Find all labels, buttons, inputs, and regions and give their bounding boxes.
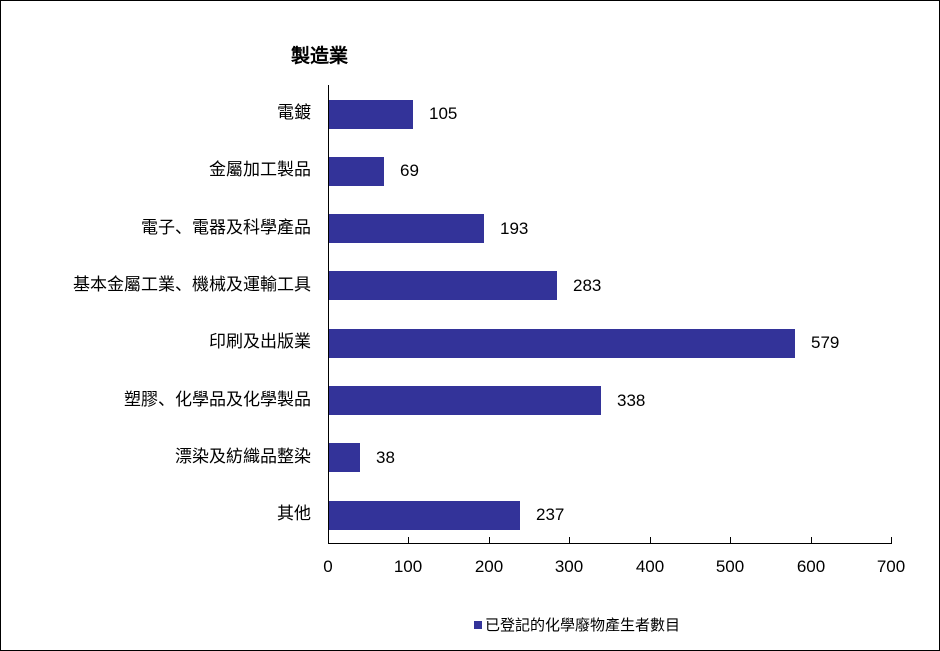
- bar: [329, 156, 384, 186]
- x-tick-label: 600: [796, 557, 826, 576]
- x-axis-line: [328, 543, 891, 544]
- x-tick-label: 300: [554, 557, 584, 576]
- bar-value-label: 193: [500, 218, 529, 238]
- legend: 已登記的化學廢物產生者數目: [474, 614, 680, 635]
- bar-value-label: 69: [400, 161, 419, 181]
- bar: [329, 443, 360, 473]
- category-label: 基本金屬工業、機械及運輸工具: [73, 274, 311, 295]
- category-label: 其他: [277, 504, 311, 525]
- bar: [329, 271, 557, 301]
- chart-title: 製造業: [291, 45, 349, 67]
- bar: [329, 500, 520, 530]
- x-tick-label: 500: [715, 557, 745, 576]
- legend-label: 已登記的化學廢物產生者數目: [485, 616, 681, 634]
- category-label: 金屬加工製品: [209, 160, 311, 181]
- bar: [329, 99, 413, 129]
- x-tick-label: 0: [323, 557, 333, 576]
- x-tick-label: 400: [635, 557, 665, 576]
- x-tick: [891, 537, 892, 544]
- y-axis-line: [328, 85, 329, 544]
- x-tick: [328, 537, 329, 544]
- x-tick: [730, 537, 731, 544]
- bar-value-label: 283: [573, 275, 602, 295]
- x-tick-label: 700: [876, 557, 906, 576]
- bar-value-label: 338: [617, 390, 646, 410]
- bar-value-label: 105: [429, 104, 458, 123]
- bar-value-label: 38: [376, 447, 395, 467]
- category-label: 電鍍: [277, 103, 311, 123]
- bar-value-label: 237: [536, 505, 565, 525]
- x-tick: [408, 537, 409, 544]
- bar: [329, 214, 484, 244]
- category-label: 漂染及紡織品整染: [175, 446, 311, 467]
- x-tick: [811, 537, 812, 544]
- legend-swatch-icon: [474, 620, 482, 629]
- x-tick: [569, 537, 570, 544]
- bar: [329, 386, 601, 415]
- bar: [329, 328, 795, 358]
- category-label: 印刷及出版業: [209, 332, 311, 353]
- x-tick-label: 100: [393, 557, 423, 576]
- category-label: 電子、電器及科學產品: [141, 217, 311, 238]
- bar-value-label: 579: [811, 333, 840, 353]
- x-tick: [489, 537, 490, 544]
- x-tick-label: 200: [474, 557, 504, 576]
- category-label: 塑膠、化學品及化學製品: [124, 389, 311, 410]
- x-tick: [650, 537, 651, 544]
